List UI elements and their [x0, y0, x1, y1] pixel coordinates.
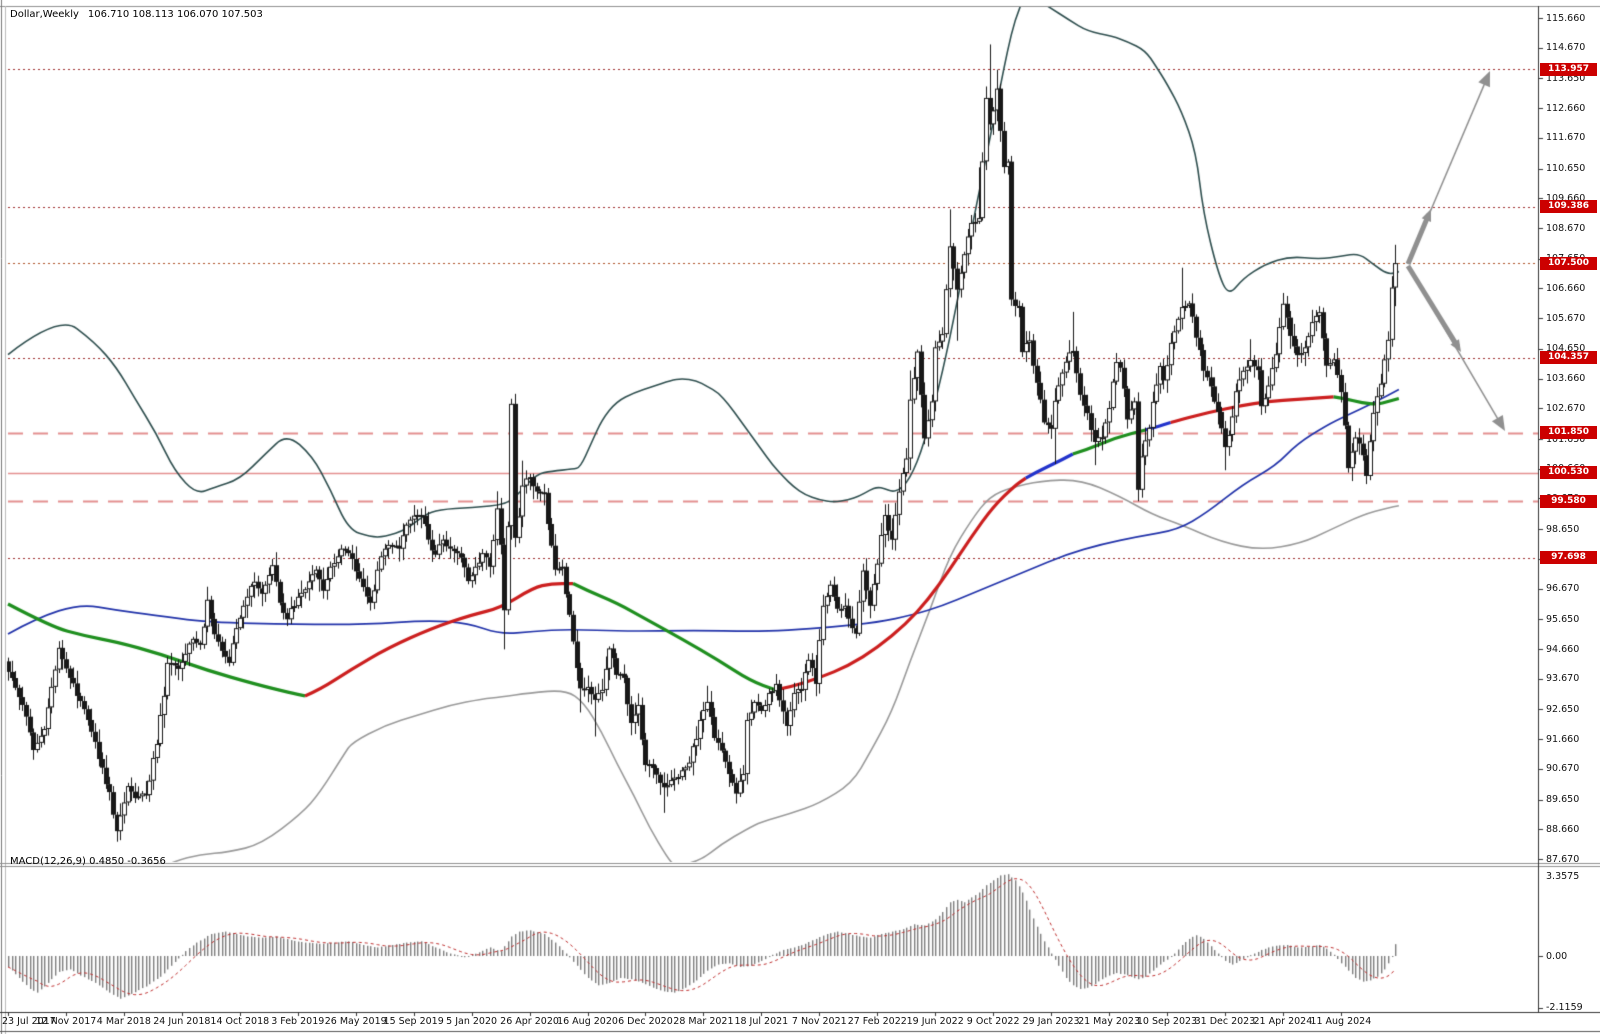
chart-title: Dollar,Weekly 106.710 108.113 106.070 107…	[10, 9, 263, 20]
date-label: 3 Feb 2019	[271, 1016, 325, 1027]
date-label: 26 Apr 2020	[500, 1016, 559, 1027]
price-level-badge: 97.698	[1540, 551, 1597, 565]
price-tick-label: 105.670	[1546, 312, 1586, 324]
price-tick-label: 109.660	[1546, 192, 1586, 204]
price-level-badge: 99.580	[1540, 494, 1597, 508]
date-label: 10 Sep 2023	[1136, 1016, 1198, 1027]
price-tick-label: 93.670	[1546, 673, 1580, 685]
date-label: 31 Dec 2023	[1194, 1016, 1256, 1027]
price-level-badge: 107.500	[1540, 256, 1597, 270]
price-tick-label: 104.650	[1546, 343, 1586, 355]
price-tick-label: 106.660	[1546, 282, 1586, 294]
price-tick-label: 108.670	[1546, 222, 1586, 234]
date-label: 28 Mar 2021	[673, 1016, 734, 1027]
price-tick-label: 112.660	[1546, 102, 1586, 114]
price-tick-label: 103.660	[1546, 373, 1586, 385]
price-tick-label: 95.650	[1546, 613, 1580, 625]
price-tick-label: 90.670	[1546, 763, 1580, 775]
macd-indicator-label: MACD(12,26,9) 0.4850 -0.3656	[10, 856, 166, 867]
symbol-period-label: Dollar,Weekly	[10, 9, 79, 20]
price-tick-label: 94.660	[1546, 643, 1580, 655]
price-tick-label: 114.670	[1546, 42, 1586, 54]
price-level-badge: 113.957	[1540, 62, 1597, 76]
price-tick-label: 115.660	[1546, 12, 1586, 24]
price-level-badge: 101.850	[1540, 426, 1597, 440]
price-level-badge: 104.357	[1540, 351, 1597, 365]
date-label: 21 May 2023	[1078, 1016, 1141, 1027]
price-tick-label: 102.670	[1546, 402, 1586, 414]
date-label: 6 Dec 2020	[618, 1016, 673, 1027]
date-label: 21 Apr 2024	[1253, 1016, 1313, 1027]
date-label: 24 Jun 2018	[153, 1016, 211, 1027]
price-tick-label: 91.660	[1546, 733, 1580, 745]
price-level-badge: 109.386	[1540, 200, 1597, 214]
date-label: 9 Oct 2022	[966, 1016, 1020, 1027]
price-tick-label: 88.660	[1546, 823, 1580, 835]
date-label: 23 Jul 2017	[2, 1016, 56, 1027]
price-tick-label: 87.670	[1546, 853, 1580, 865]
date-label: 26 May 2019	[324, 1016, 387, 1027]
date-label: 11 Aug 2024	[1310, 1016, 1372, 1027]
macd-scale-min: -2.1159	[1546, 1001, 1583, 1013]
date-label: 12 Nov 2017	[35, 1016, 97, 1027]
price-tick-label: 89.650	[1546, 794, 1580, 806]
price-tick-label: 111.670	[1546, 132, 1586, 144]
price-tick-label: 113.650	[1546, 72, 1586, 84]
date-label: 7 Nov 2021	[791, 1016, 847, 1027]
ohlc-values: 106.710 108.113 106.070 107.503	[87, 9, 263, 20]
price-tick-label: 98.650	[1546, 523, 1580, 535]
macd-scale-zero: 0.00	[1546, 950, 1568, 962]
date-label: 16 Aug 2020	[557, 1016, 618, 1027]
date-label: 18 Jul 2021	[734, 1016, 789, 1027]
date-label: 27 Feb 2022	[847, 1016, 907, 1027]
date-label: 15 Sep 2019	[383, 1016, 444, 1027]
price-tick-label: 110.650	[1546, 163, 1586, 175]
date-label: 5 Jan 2020	[446, 1016, 498, 1027]
date-label: 29 Jan 2023	[1022, 1016, 1080, 1027]
date-label: 19 Jun 2022	[906, 1016, 964, 1027]
price-tick-label: 96.670	[1546, 583, 1580, 595]
price-level-badge: 100.530	[1540, 466, 1597, 480]
price-tick-label: 92.650	[1546, 703, 1580, 715]
macd-scale-max: 3.3575	[1546, 871, 1580, 882]
date-label: 14 Oct 2018	[210, 1016, 270, 1027]
date-label: 4 Mar 2018	[96, 1016, 151, 1027]
